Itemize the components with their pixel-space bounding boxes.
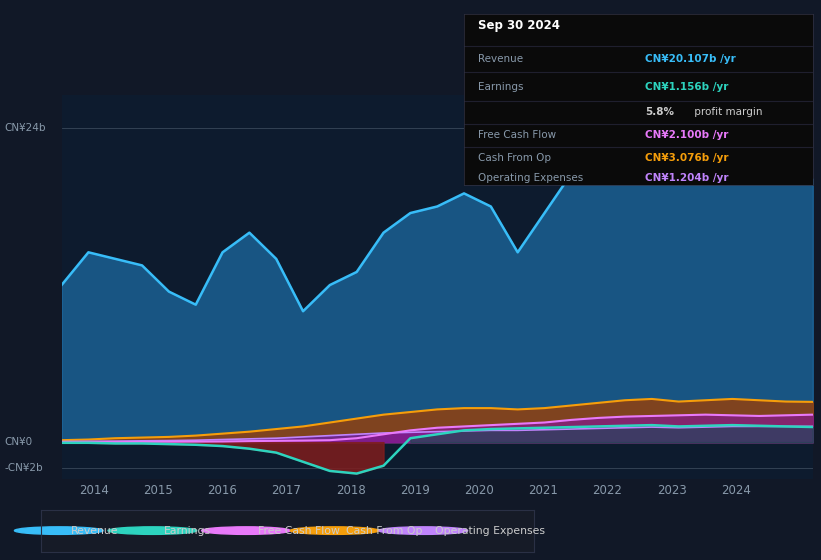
Text: Revenue: Revenue bbox=[71, 526, 118, 535]
Text: Earnings: Earnings bbox=[478, 82, 523, 92]
Text: Free Cash Flow: Free Cash Flow bbox=[478, 130, 556, 140]
Text: 5.8%: 5.8% bbox=[645, 107, 674, 117]
Circle shape bbox=[15, 527, 103, 534]
Text: CN¥1.204b /yr: CN¥1.204b /yr bbox=[645, 173, 729, 183]
Text: Cash From Op: Cash From Op bbox=[478, 153, 551, 164]
Text: CN¥3.076b /yr: CN¥3.076b /yr bbox=[645, 153, 729, 164]
Text: CN¥24b: CN¥24b bbox=[4, 123, 46, 133]
Circle shape bbox=[202, 527, 291, 534]
Text: -CN¥2b: -CN¥2b bbox=[4, 463, 43, 473]
Text: CN¥20.107b /yr: CN¥20.107b /yr bbox=[645, 54, 736, 64]
Text: Earnings: Earnings bbox=[164, 526, 211, 535]
Circle shape bbox=[379, 527, 468, 534]
Text: Cash From Op: Cash From Op bbox=[346, 526, 423, 535]
Text: Revenue: Revenue bbox=[478, 54, 523, 64]
Text: Operating Expenses: Operating Expenses bbox=[478, 173, 583, 183]
Circle shape bbox=[291, 527, 379, 534]
Circle shape bbox=[108, 527, 197, 534]
Text: CN¥2.100b /yr: CN¥2.100b /yr bbox=[645, 130, 729, 140]
Text: profit margin: profit margin bbox=[690, 107, 762, 117]
Text: Free Cash Flow: Free Cash Flow bbox=[258, 526, 340, 535]
Text: CN¥1.156b /yr: CN¥1.156b /yr bbox=[645, 82, 729, 92]
Text: CN¥0: CN¥0 bbox=[4, 437, 32, 447]
Text: Sep 30 2024: Sep 30 2024 bbox=[478, 20, 560, 32]
Text: Operating Expenses: Operating Expenses bbox=[435, 526, 545, 535]
